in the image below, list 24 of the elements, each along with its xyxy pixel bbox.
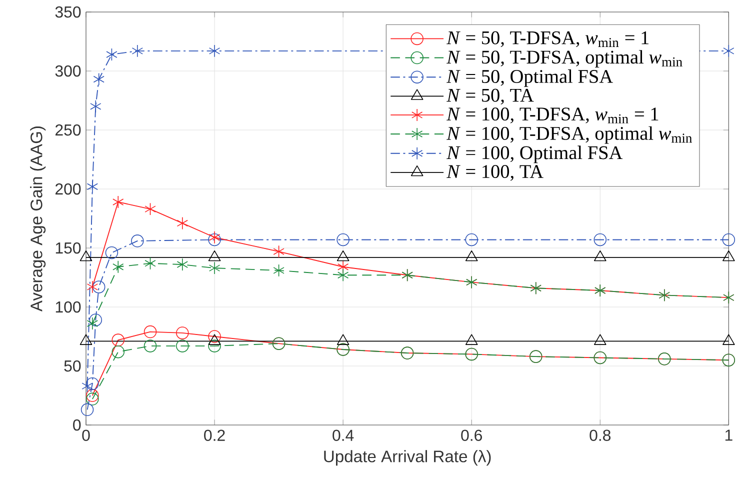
- legend-label: N = 50, T-DFSA, w$_{min}$ = 1: [446, 31, 649, 48]
- legend-label: N = 50, TA: [446, 88, 534, 105]
- y-tick-label: 100: [56, 301, 81, 313]
- y-tick-label: 200: [56, 183, 81, 195]
- legend-label: N = 50, Optimal FSA: [446, 69, 613, 87]
- legend-label: N = 100, TA: [446, 165, 544, 181]
- x-axis-title: Update Arrival Rate (λ): [324, 450, 491, 466]
- y-tick-label: 350: [55, 6, 81, 18]
- x-tick-label: 0.4: [332, 430, 354, 441]
- x-tick-label: 0.6: [461, 430, 482, 441]
- legend-label: N = 50, T-DFSA, optimal w$_{min}$: [446, 50, 682, 68]
- y-tick-label: 150: [56, 242, 81, 254]
- y-tick-label: 250: [56, 124, 81, 136]
- y-tick-label: 0: [73, 419, 81, 431]
- x-tick-label: 0.8: [590, 430, 611, 441]
- x-tick-label: 0: [82, 430, 90, 441]
- y-tick-label: 50: [64, 360, 81, 372]
- y-axis-title: Average Age Gain (AAG): [30, 126, 46, 312]
- y-tick-label: 300: [55, 65, 81, 77]
- legend-label: N = 100, T-DFSA, optimal w$_{min}$: [446, 126, 692, 144]
- legend-label: N = 100, T-DFSA, w$_{min}$ = 1: [446, 108, 658, 124]
- legend-label: N = 100, Optimal FSA: [446, 146, 623, 164]
- x-tick-label: 0.2: [204, 430, 225, 441]
- x-tick-label: 1: [725, 430, 732, 441]
